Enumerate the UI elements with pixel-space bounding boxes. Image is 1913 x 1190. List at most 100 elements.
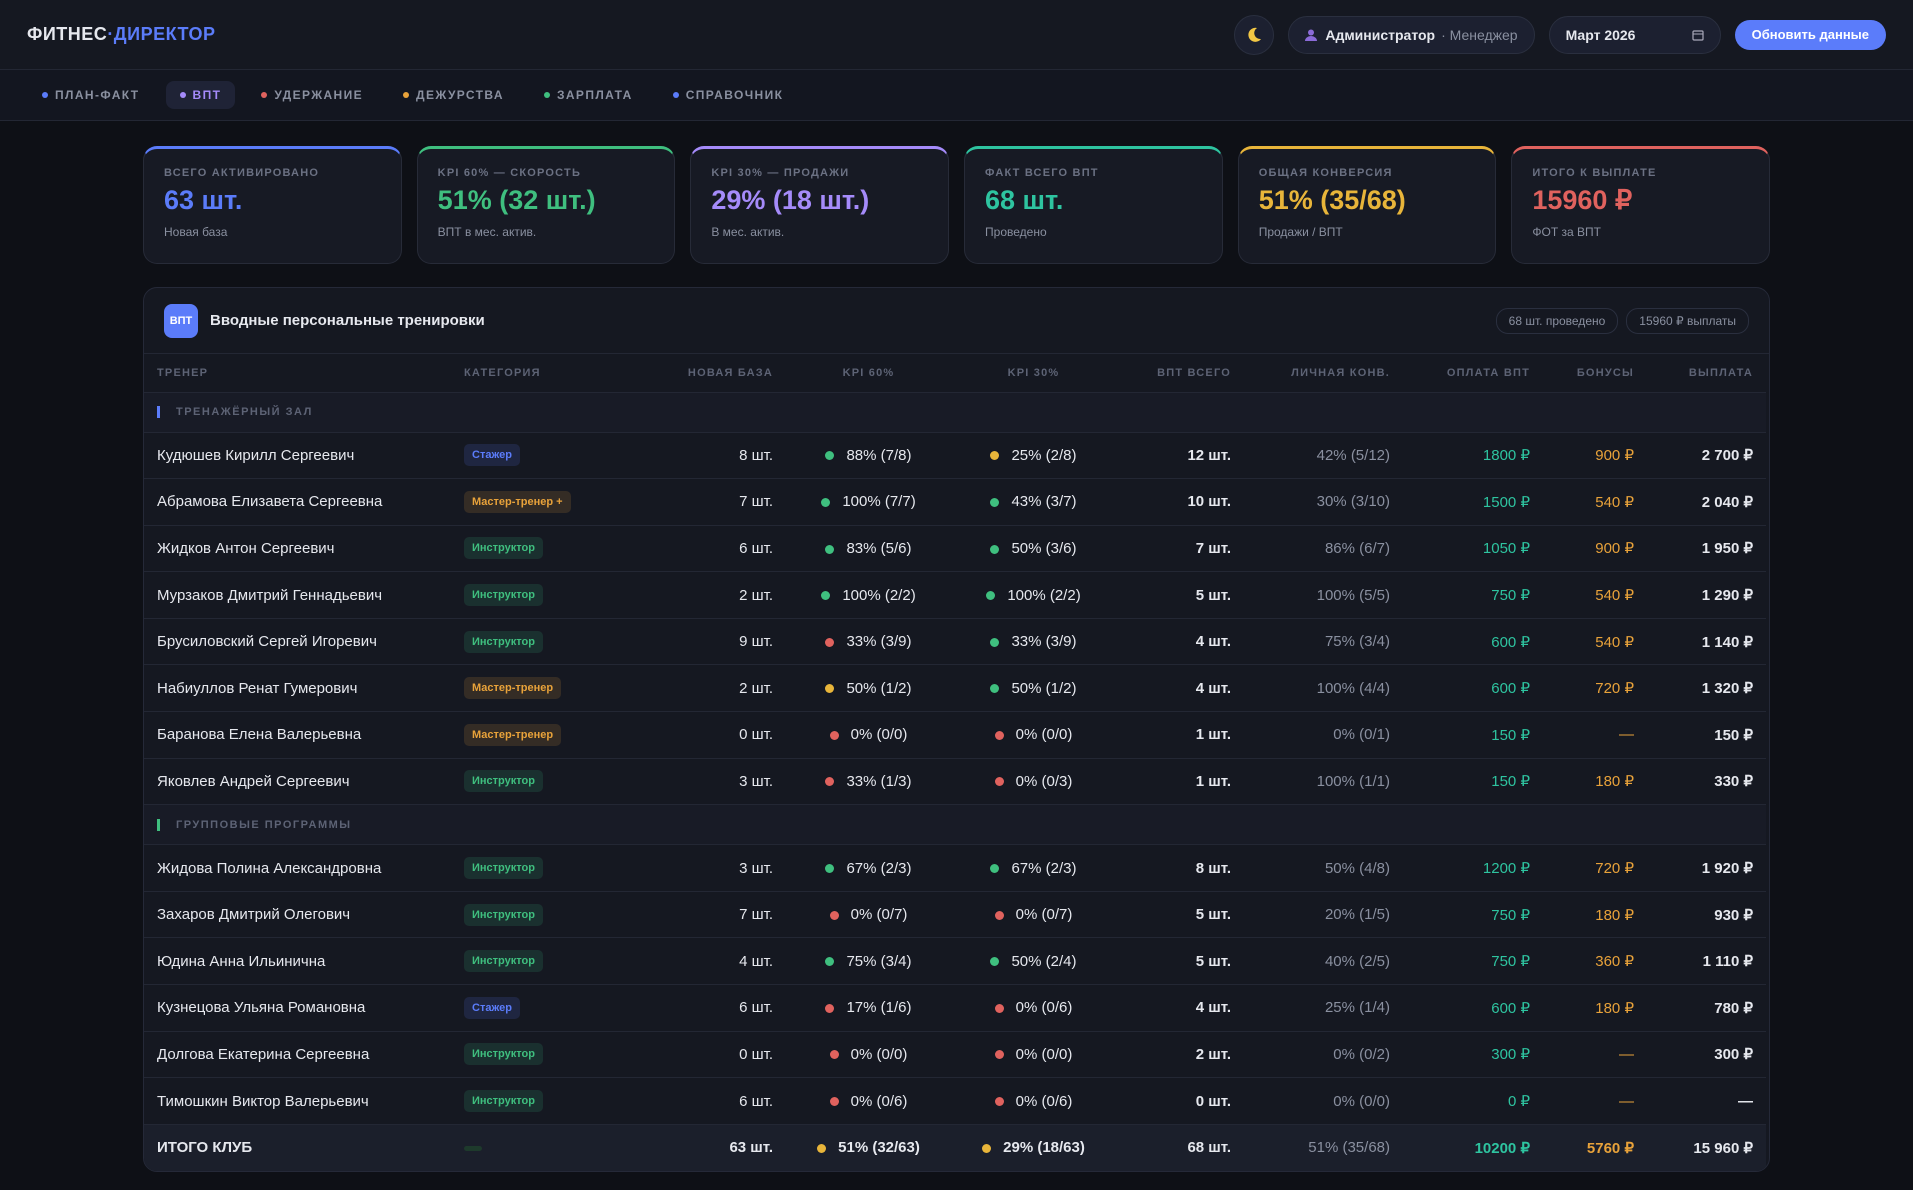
trainer-row: Брусиловский Сергей Игоревич Инструктор 9 … (144, 617, 1766, 665)
tab[interactable]: ПЛАН-ФАКТ (28, 81, 154, 109)
cell: 0% (0/6) (951, 1077, 1116, 1125)
kpi-dot (821, 591, 831, 601)
kpi-card: KPI 30% — ПРОДАЖИ 29% (18 шт.) В мес. акти… (690, 146, 950, 264)
cell: 30% (3/10) (1244, 478, 1403, 526)
tab-dot (261, 92, 268, 98)
kpi-text: 50% (1/2) (1011, 679, 1077, 697)
cell: Инструктор (451, 1077, 658, 1125)
user-role: · Менеджер (1441, 26, 1518, 43)
tab[interactable]: СПРАВОЧНИК (659, 81, 798, 109)
date-picker[interactable]: Март 2026 (1548, 15, 1721, 54)
kpi-card: ОБЩАЯ КОНВЕРСИЯ 51% (35/68) Продажи / ВПТ (1237, 146, 1497, 264)
cell: 20% (1/5) (1244, 890, 1403, 938)
cell: 75% (3/4) (1244, 617, 1403, 665)
kpi-value: 51% (32 шт.) (437, 185, 596, 215)
tab-label: ЗАРПЛАТА (556, 88, 633, 102)
tab-dot (672, 92, 679, 98)
refresh-button[interactable]: Обновить данные (1734, 19, 1886, 50)
cell: 33% (1/3) (786, 757, 951, 805)
kpi-dot (829, 1097, 839, 1107)
trainer-row: Жидова Полина Александровна Инструктор 3 ш… (144, 844, 1766, 892)
trainer-row: Юдина Анна Ильинична Инструктор 4 шт. 75% (… (144, 937, 1766, 985)
kpi-dot (825, 637, 835, 647)
kpi-text: 33% (1/3) (846, 772, 912, 790)
cell: 0% (0/2) (1244, 1030, 1403, 1078)
kpi-dot (990, 684, 1000, 694)
kpi-text: 67% (2/3) (846, 859, 912, 877)
column-header: ТРЕНЕР (157, 366, 209, 379)
column-header: KPI 60% (842, 366, 895, 379)
cell: 3 шт. (658, 757, 786, 805)
kpi-label: ИТОГО К ВЫПЛАТЕ (1532, 167, 1657, 179)
panel-chip: 15960 ₽ выплаты (1626, 307, 1749, 334)
cell: 15 960 ₽ (1647, 1123, 1766, 1171)
kpi-text: 0% (0/6) (850, 1092, 908, 1110)
panel-header: ВПТ Вводные персональные тренировки 68 ш… (144, 288, 1769, 354)
cell: — (1543, 711, 1647, 759)
brand: ФИТНЕС·ДИРЕКТОР (27, 24, 216, 45)
kpi-dot (825, 451, 835, 461)
theme-toggle[interactable] (1234, 14, 1275, 55)
category-badge: Инструктор (464, 537, 543, 560)
cell: Мастер-тренер (451, 711, 658, 759)
cell: 0 ₽ (1403, 1077, 1543, 1125)
trainer-row: Тимошкин Виктор Валерьевич Инструктор 6 шт… (144, 1077, 1766, 1125)
cell: Мастер-тренер + (451, 478, 658, 526)
kpi-dot (990, 957, 1000, 967)
kpi-note: Продажи / ВПТ (1258, 225, 1343, 239)
cell: — (1543, 1077, 1647, 1125)
cell: 40% (2/5) (1244, 937, 1403, 985)
cell: 1800 ₽ (1403, 431, 1543, 479)
kpi-card: ФАКТ ВСЕГО ВПТ 68 шт. Проведено (964, 146, 1223, 264)
trainer-row: Долгова Екатерина Сергеевна Инструктор 0 ш… (144, 1030, 1766, 1078)
kpi-text: 0% (0/7) (850, 906, 908, 924)
cell: 780 ₽ (1647, 984, 1766, 1032)
cell: 50% (2/4) (951, 937, 1116, 985)
category-badge: Стажер (464, 996, 520, 1019)
cell: Инструктор (451, 937, 658, 985)
cell: 330 ₽ (1647, 757, 1766, 805)
kpi-text: 25% (2/8) (1011, 446, 1077, 464)
top-bar: ФИТНЕС·ДИРЕКТОР Администратор · Менеджер … (0, 0, 1913, 70)
cell: 100% (1/1) (1244, 757, 1403, 805)
kpi-text: 0% (0/0) (1015, 726, 1073, 744)
column-header: ЛИЧНАЯ КОНВ. (1291, 366, 1390, 379)
table-body: ТРЕНАЖЁРНЫЙ ЗАЛ Кудюшев Кирилл Сергеевич С… (144, 391, 1766, 1171)
cell: 42% (5/12) (1244, 431, 1403, 479)
cell: 2 700 ₽ (1647, 431, 1766, 479)
tab-label: СПРАВОЧНИК (685, 88, 784, 102)
cell: 50% (4/8) (1244, 844, 1403, 892)
cell: 1 110 ₽ (1647, 937, 1766, 985)
user-menu[interactable]: Администратор · Менеджер (1288, 15, 1535, 54)
kpi-dot (990, 451, 1000, 461)
cell: 63 шт. (658, 1123, 786, 1171)
cell: 180 ₽ (1543, 757, 1647, 805)
cell: 1050 ₽ (1403, 524, 1543, 572)
cell: 10200 ₽ (1403, 1123, 1543, 1171)
kpi-dot (994, 777, 1004, 787)
kpi-text: 0% (0/0) (850, 1045, 908, 1063)
cell: 0% (0/6) (786, 1077, 951, 1125)
tab-dot (543, 92, 550, 98)
cell: 33% (3/9) (951, 617, 1116, 665)
kpi-label: ВСЕГО АКТИВИРОВАНО (164, 167, 320, 179)
cell: 8 шт. (658, 431, 786, 479)
cell: 25% (2/8) (951, 431, 1116, 479)
cell: Баранова Елена Валерьевна (144, 711, 451, 759)
tab[interactable]: УДЕРЖАНИЕ (247, 81, 377, 109)
kpi-note: ФОТ за ВПТ (1532, 225, 1601, 239)
cell: 67% (2/3) (786, 844, 951, 892)
cell: 83% (5/6) (786, 524, 951, 572)
cell: 2 шт. (658, 571, 786, 619)
kpi-text: 0% (0/7) (1015, 906, 1073, 924)
tab[interactable]: ВПТ (165, 81, 236, 109)
tab[interactable]: ЗАРПЛАТА (530, 81, 647, 109)
kpi-value: 51% (35/68) (1258, 185, 1406, 215)
cell: 25% (1/4) (1244, 984, 1403, 1032)
category-badge: Стажер (464, 444, 520, 467)
kpi-value: 63 шт. (164, 185, 243, 215)
kpi-text: 33% (3/9) (1011, 633, 1077, 651)
cell: 50% (1/2) (786, 664, 951, 712)
tab[interactable]: ДЕЖУРСТВА (389, 81, 518, 109)
